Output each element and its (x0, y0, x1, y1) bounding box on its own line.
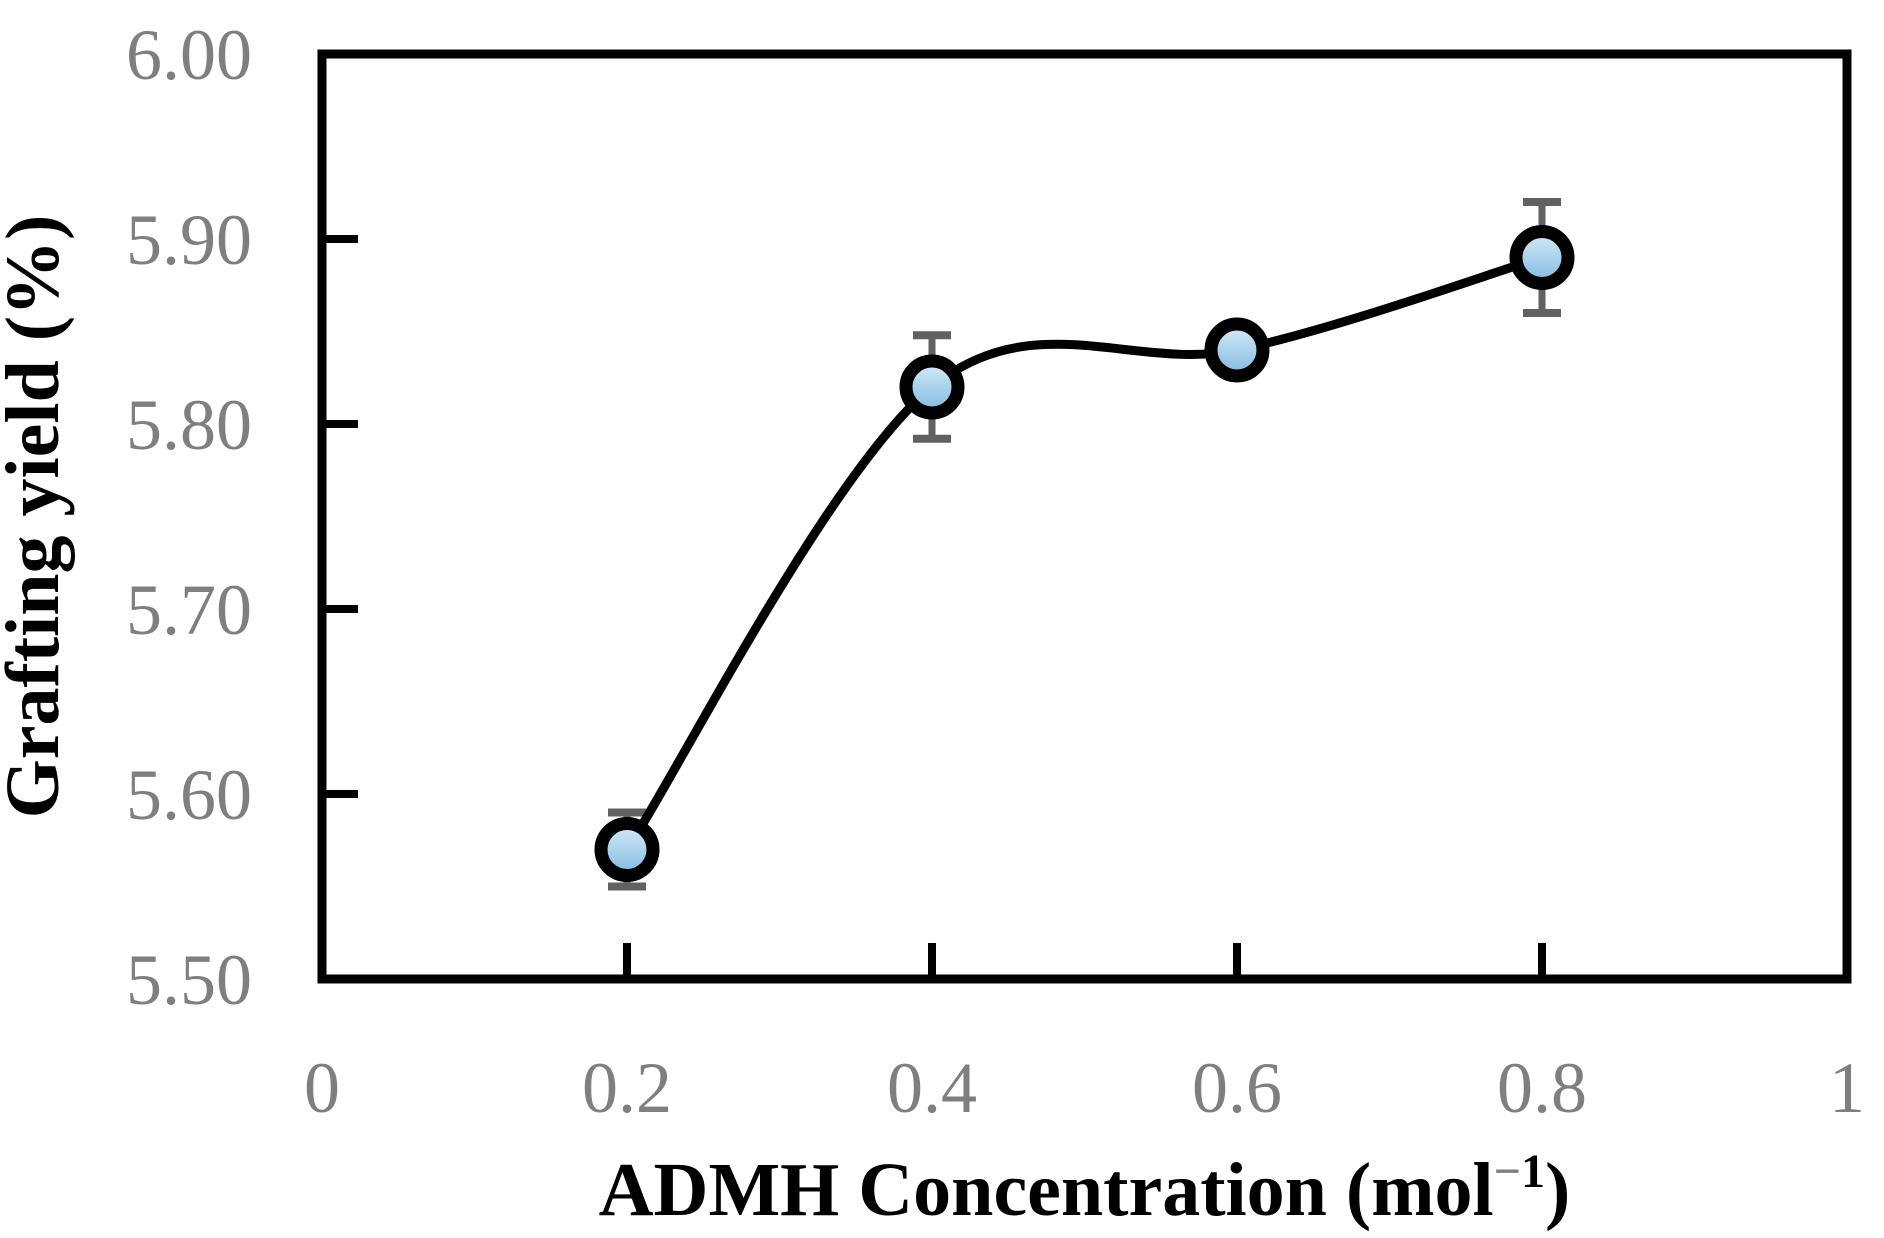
y-axis-title: Grafting yield (%) (0, 215, 75, 819)
plot-frame (317, 49, 1852, 984)
x-axis-tick-label: 0.2 (582, 1048, 672, 1128)
data-point-marker (1204, 317, 1270, 383)
data-point-marker (899, 354, 965, 420)
plot-area (322, 54, 1847, 979)
y-axis-tick-label: 5.50 (126, 940, 252, 1020)
y-axis-tick-label: 5.80 (126, 385, 252, 465)
y-axis-tick-label: 5.70 (126, 570, 252, 650)
x-axis-tick-label: 0.4 (887, 1048, 977, 1128)
data-point-marker (1509, 225, 1575, 290)
y-axis-tick-labels: 5.50 5.60 5.70 5.80 5.90 6.00 (126, 15, 252, 1020)
series-line (622, 253, 1547, 854)
data-point-marker (594, 817, 660, 882)
x-axis-tick-label: 0.8 (1497, 1048, 1587, 1128)
x-axis-title: ADMH Concentration (mol−1) (599, 1145, 1571, 1232)
x-axis-ticks (623, 943, 1546, 975)
x-axis-tick-label: 1 (1829, 1048, 1865, 1128)
y-axis-ticks (326, 235, 358, 798)
y-axis-tick-label: 5.60 (126, 755, 252, 835)
x-axis-tick-labels: 0 0.2 0.4 0.6 0.8 1 (304, 1048, 1865, 1128)
y-axis-tick-label: 5.90 (126, 200, 252, 280)
x-axis-tick-label: 0 (304, 1048, 340, 1128)
data-point-markers (594, 225, 1575, 882)
x-axis-tick-label: 0.6 (1192, 1048, 1282, 1128)
y-axis-tick-label: 6.00 (126, 15, 252, 95)
